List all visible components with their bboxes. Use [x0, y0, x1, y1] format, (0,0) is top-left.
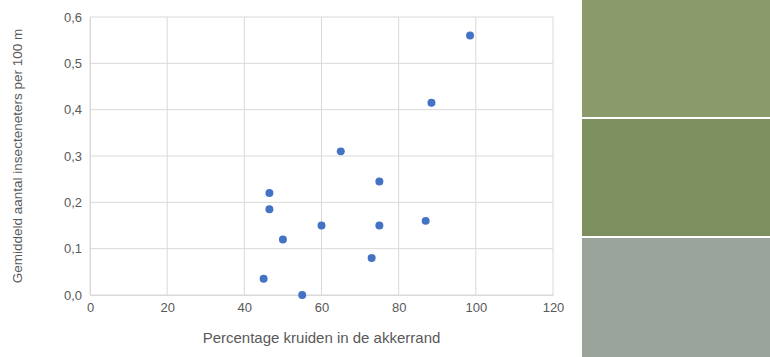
point	[318, 222, 326, 230]
tick: 20	[160, 295, 174, 315]
photo	[582, 119, 770, 236]
photo	[582, 0, 770, 117]
point	[260, 275, 268, 283]
tick: 40	[238, 295, 252, 315]
grid-line	[90, 63, 553, 64]
point	[368, 254, 376, 262]
tick-label: 0,0	[64, 288, 82, 303]
tick: 100	[465, 295, 487, 315]
tick-label: 0,2	[64, 195, 82, 210]
grid-line	[90, 248, 553, 249]
grid-line	[90, 17, 91, 295]
grid	[90, 17, 553, 295]
point	[466, 32, 474, 40]
tick: 0	[87, 295, 94, 315]
tick-label: 100	[465, 300, 487, 315]
point	[375, 222, 383, 230]
tick: 0,0	[64, 288, 90, 303]
tick: 80	[392, 295, 406, 315]
tick-label: 0,4	[64, 102, 82, 117]
grid-line	[90, 156, 553, 157]
point	[265, 189, 273, 197]
grid-line	[90, 202, 553, 203]
tick-label: 20	[160, 300, 174, 315]
tick-label: 120	[543, 300, 565, 315]
tick-label: 0,3	[64, 149, 82, 164]
points	[260, 32, 474, 299]
x-axis-title: Percentage kruiden in de akkerrand	[203, 329, 441, 346]
axis-line	[91, 295, 554, 296]
point	[265, 205, 273, 213]
tick: 120	[543, 295, 565, 315]
tick-label: 60	[315, 300, 329, 315]
grid-line	[90, 295, 553, 296]
tick-label: 0,1	[64, 241, 82, 256]
tick: 60	[315, 295, 329, 315]
tick-label: 0,6	[64, 10, 82, 25]
y-axis: 0,0 0,1 0,2 0,3 0,4 0,5 0,6	[64, 10, 91, 303]
point	[427, 99, 435, 107]
point	[337, 147, 345, 155]
tick-label: 0,5	[64, 56, 82, 71]
grid-line	[90, 109, 553, 110]
point	[298, 291, 306, 299]
tick-label: 40	[238, 300, 252, 315]
tick: 0,5	[64, 56, 90, 71]
tick-label: 80	[392, 300, 406, 315]
tick-label: 0	[87, 300, 94, 315]
y-axis-title: Gemiddeld aantal insecteneters per 100 m	[10, 29, 25, 283]
axis-line	[90, 18, 91, 296]
tick: 0,6	[64, 10, 90, 25]
photos	[582, 0, 770, 357]
tick: 0,3	[64, 149, 90, 164]
tick: 0,1	[64, 241, 90, 256]
tick: 0,4	[64, 102, 90, 117]
point	[279, 235, 287, 243]
point	[422, 217, 430, 225]
plot: 0 20 40 60 80 100 120 0,0 0,1 0,2 0,3 0,4 0,5 0,6	[64, 10, 564, 316]
point	[375, 177, 383, 185]
grid-line	[90, 17, 553, 18]
tick: 0,2	[64, 195, 90, 210]
x-axis: 0 20 40 60 80 100 120	[87, 295, 564, 315]
photo	[582, 238, 770, 357]
